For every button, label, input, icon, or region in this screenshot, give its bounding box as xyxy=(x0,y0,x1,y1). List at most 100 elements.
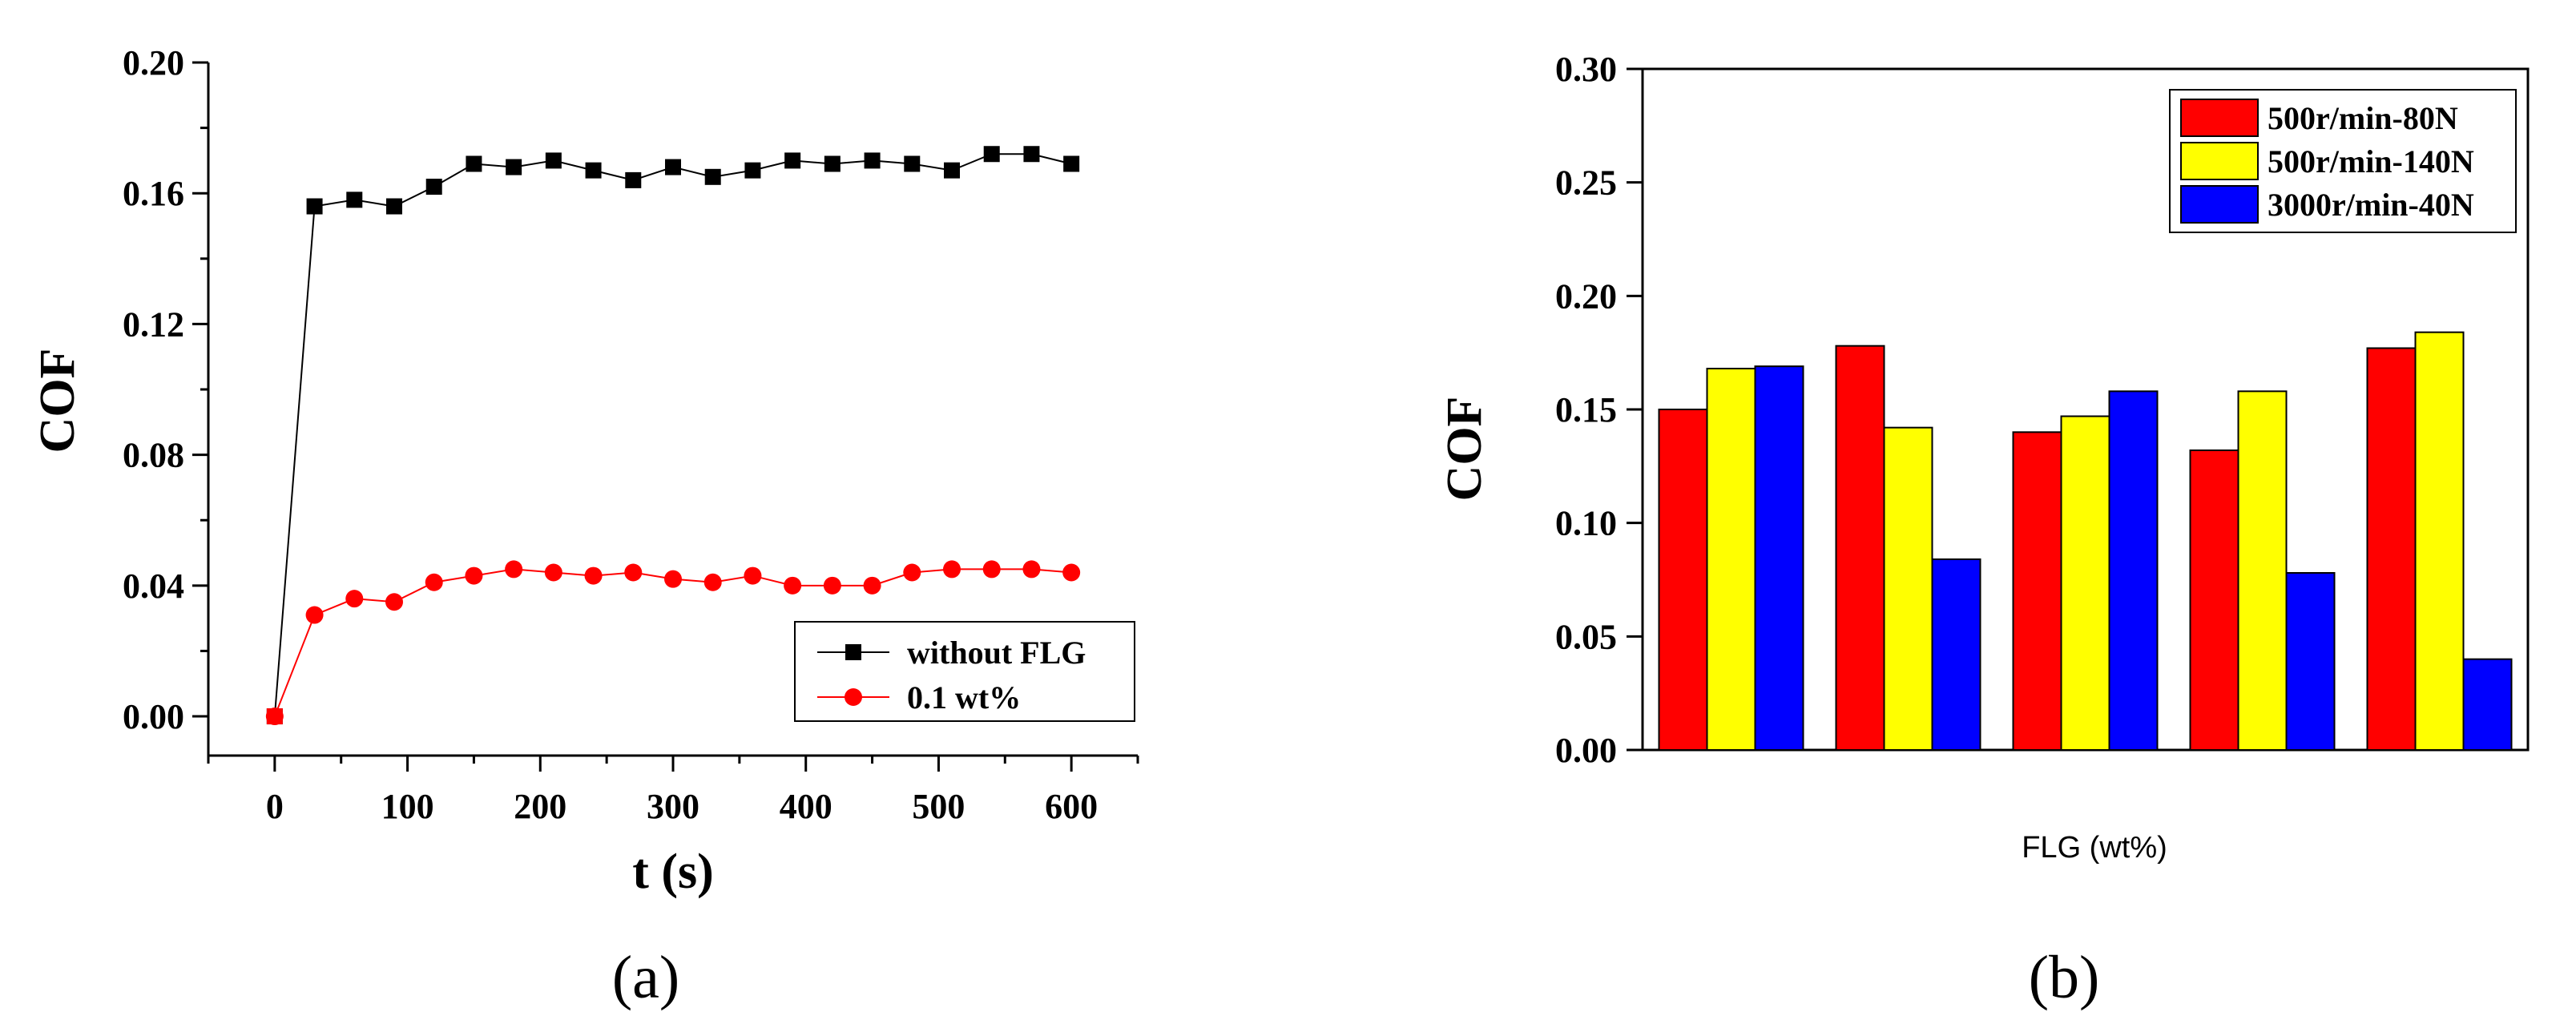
chart-b-ytick-label: 0.30 xyxy=(1555,50,1617,89)
chart-a-point-square xyxy=(466,155,482,172)
chart-a-point-circle xyxy=(823,576,841,595)
chart-a-point-circle xyxy=(465,566,483,585)
chart-b-ytick-label: 0.00 xyxy=(1555,731,1617,770)
chart-a-point-circle xyxy=(863,576,881,595)
chart-a-panel-label: (a) xyxy=(612,944,679,1011)
chart-b-bar xyxy=(1931,558,1981,751)
chart-b-bar xyxy=(2060,415,2110,751)
chart-b-bar xyxy=(2237,390,2288,751)
chart-a-point-circle xyxy=(903,563,921,582)
chart-a-point-square xyxy=(625,171,642,188)
chart-a-point-circle xyxy=(584,566,603,585)
chart-a-point-square xyxy=(665,159,681,175)
chart-a-point-circle xyxy=(385,593,403,611)
chart-a-point-circle xyxy=(784,576,802,595)
chart-a-point-circle xyxy=(345,590,364,608)
chart-a-ticks: 0.00 0.04 0.08 0.12 0.16 0.20 0 100 200 300 400 500… xyxy=(123,43,1139,826)
chart-b-ytick-label: 0.10 xyxy=(1555,504,1617,543)
chart-a-point-square xyxy=(386,198,402,215)
chart-a-point-circle xyxy=(664,570,682,588)
chart-a-ytick-label: 0.08 xyxy=(123,436,184,475)
chart-a-ytick-label: 0.04 xyxy=(123,566,184,606)
chart-a-point-square xyxy=(904,155,921,172)
chart-a-point-circle xyxy=(624,563,643,582)
chart-a-point-circle xyxy=(544,563,562,582)
chart-a-point-circle xyxy=(943,560,961,578)
chart-b-bar xyxy=(2012,431,2062,751)
chart-b-bar xyxy=(1883,426,1933,752)
chart-b-panel-label: (b) xyxy=(2029,944,2100,1011)
chart-b-legend-swatch xyxy=(2180,99,2259,137)
chart-b-xlabel: FLG (wt%) xyxy=(2022,831,2167,865)
chart-a-xtick-label: 500 xyxy=(912,787,965,826)
chart-a-xtick-label: 400 xyxy=(780,787,832,826)
chart-a-point-square xyxy=(1063,155,1080,172)
chart-a-legend: without FLG 0.1 wt% xyxy=(794,621,1135,722)
chart-b-bar xyxy=(2366,347,2417,751)
chart-b-legend-label: 3000r/min-40N xyxy=(2268,187,2474,223)
chart-b-bar xyxy=(1754,365,1804,751)
chart-a-point-square xyxy=(784,152,801,169)
chart-a-point-circle xyxy=(1022,560,1041,578)
chart-b-legend: 500r/min-80N 500r/min-140N 3000r/min-40N xyxy=(2169,89,2517,233)
chart-a-xtick-label: 300 xyxy=(647,787,699,826)
chart-a-point-square xyxy=(506,159,522,175)
chart-a-point-square xyxy=(704,168,721,185)
chart-a-point-circle xyxy=(425,573,443,591)
chart-a-point-square xyxy=(864,152,881,169)
chart-b-ytick-label: 0.25 xyxy=(1555,163,1617,203)
chart-a-xlabel: t (s) xyxy=(632,845,714,899)
chart-a-point-square xyxy=(944,162,960,179)
chart-a-ytick-label: 0.20 xyxy=(123,43,184,83)
chart-a-xtick-label: 0 xyxy=(266,787,284,826)
chart-a-point-circle xyxy=(744,566,762,585)
chart-a-ytick-label: 0.12 xyxy=(123,304,184,344)
chart-a-point-square xyxy=(346,191,363,208)
chart-b-ticks: 0.00 0.05 0.10 0.15 0.20 0.25 0.30 xyxy=(1555,50,1643,770)
chart-a-point-circle xyxy=(1062,563,1081,582)
chart-a-xtick-label: 200 xyxy=(514,787,566,826)
chart-a-ytick-label: 0.00 xyxy=(123,697,184,736)
chart-a-legend-marker xyxy=(845,688,862,706)
chart-b-legend-label: 500r/min-140N xyxy=(2268,143,2474,179)
chart-a-xtick-label: 600 xyxy=(1045,787,1098,826)
chart-a-point-square xyxy=(983,146,1000,163)
chart-a: 0.00 0.04 0.08 0.12 0.16 0.20 0 100 200 300 400 500… xyxy=(30,43,1139,1011)
chart-a-ytick-label: 0.16 xyxy=(123,174,184,213)
chart-b-bar xyxy=(2285,572,2336,751)
chart-a-point-circle xyxy=(703,573,722,591)
chart-a-legend-label: 0.1 wt% xyxy=(907,679,1021,716)
chart-a-point-circle xyxy=(305,606,324,624)
chart-a-series xyxy=(265,146,1081,726)
chart-a-point-circle xyxy=(505,560,523,578)
chart-a-xtick-label: 100 xyxy=(381,787,434,826)
chart-b: 0.00 0.05 0.10 0.15 0.20 0.25 0.30 FLG (wt%) C… xyxy=(1437,50,2530,1011)
chart-a-point-square xyxy=(744,162,761,179)
chart-a-point-origin xyxy=(266,708,283,725)
chart-b-legend-swatch xyxy=(2180,142,2259,180)
chart-b-bar xyxy=(1835,345,1885,751)
chart-a-point-circle xyxy=(982,560,1001,578)
chart-b-ylabel: COF xyxy=(1437,397,1492,502)
chart-b-bar xyxy=(2462,658,2513,752)
chart-b-ytick-label: 0.05 xyxy=(1555,617,1617,656)
chart-a-legend-marker xyxy=(845,644,861,660)
chart-b-legend-label: 500r/min-80N xyxy=(2268,100,2458,136)
chart-b-bars xyxy=(1658,331,2513,752)
chart-a-point-square xyxy=(585,162,602,179)
chart-a-point-square xyxy=(1023,146,1040,163)
chart-b-bar xyxy=(1658,409,1708,751)
chart-b-bar xyxy=(2189,449,2239,751)
chart-b-legend-swatch xyxy=(2180,185,2259,224)
chart-a-ylabel: COF xyxy=(30,349,85,454)
chart-a-legend-label: without FLG xyxy=(907,635,1086,671)
chart-b-ytick-label: 0.15 xyxy=(1555,390,1617,429)
chart-b-bar xyxy=(2108,390,2159,751)
chart-b-ytick-label: 0.20 xyxy=(1555,276,1617,316)
chart-a-point-square xyxy=(306,198,323,215)
chart-b-bar xyxy=(2414,331,2465,751)
chart-a-point-square xyxy=(824,155,841,172)
chart-a-point-square xyxy=(545,152,562,169)
chart-b-bar xyxy=(1706,368,1756,751)
